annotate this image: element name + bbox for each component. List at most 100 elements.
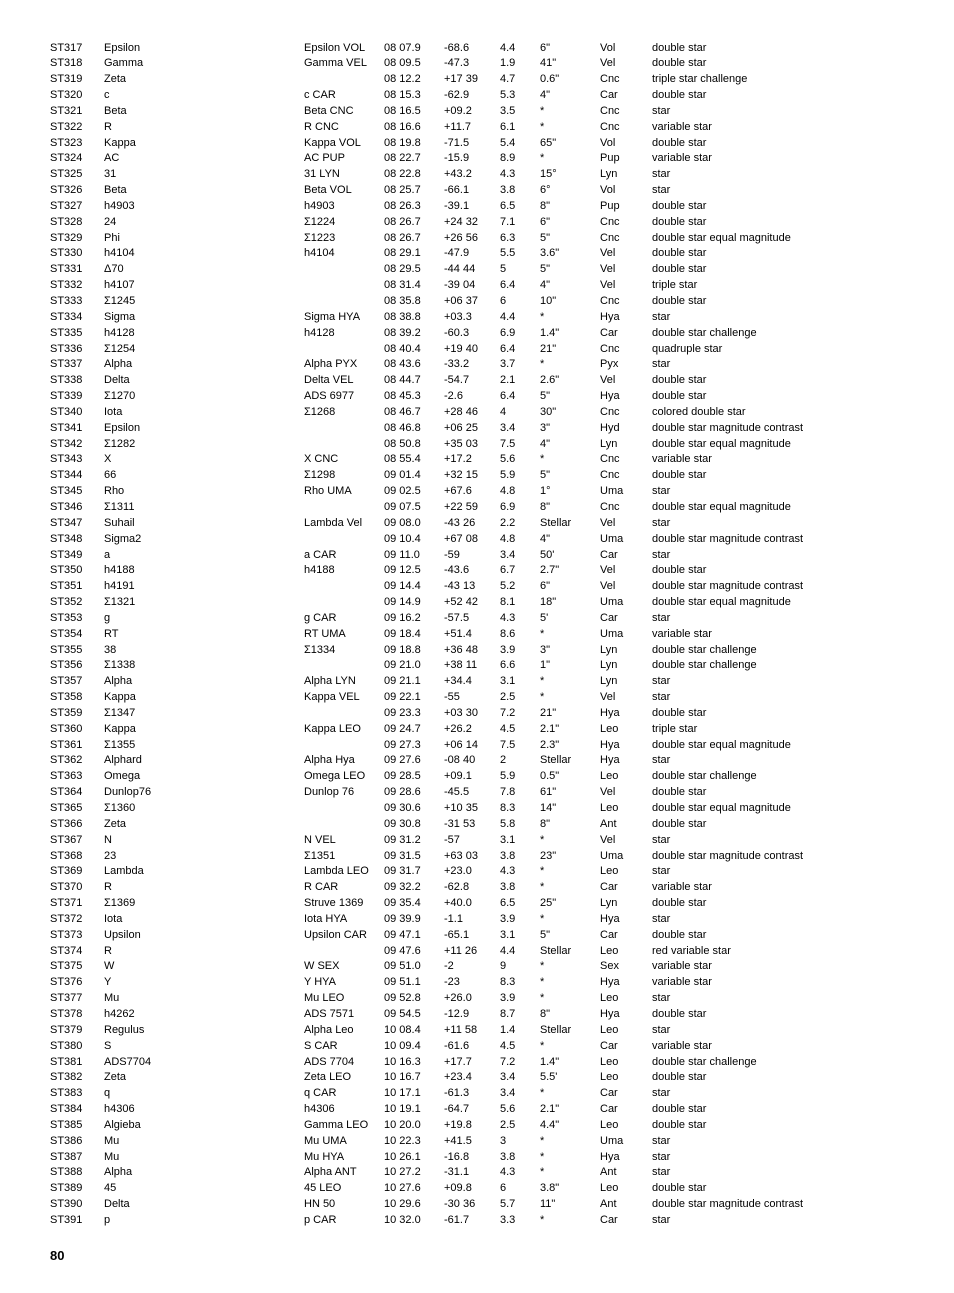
star-type: double star <box>652 389 904 405</box>
star-mag: 7.1 <box>500 214 540 230</box>
star-designation: Kappa LEO <box>304 721 384 737</box>
star-sep: 2.1" <box>540 721 600 737</box>
table-row: ST378 h4262 ADS 7571 09 54.5 -12.9 8.7 8… <box>50 1006 904 1022</box>
star-type: variable star <box>652 626 904 642</box>
star-ra: 10 17.1 <box>384 1086 444 1102</box>
star-designation: ADS 7704 <box>304 1054 384 1070</box>
star-name: Beta <box>104 103 304 119</box>
table-row: ST334 Sigma Sigma HYA 08 38.8 +03.3 4.4 … <box>50 309 904 325</box>
star-dec: -45.5 <box>444 785 500 801</box>
star-dec: -33.2 <box>444 357 500 373</box>
star-sep: 2.6" <box>540 373 600 389</box>
star-designation: h4104 <box>304 246 384 262</box>
star-id: ST382 <box>50 1070 104 1086</box>
table-row: ST344 66 Σ1298 09 01.4 +32 15 5.9 5" Cnc… <box>50 468 904 484</box>
star-id: ST319 <box>50 72 104 88</box>
star-sep: 4" <box>540 88 600 104</box>
table-row: ST324 AC AC PUP 08 22.7 -15.9 8.9 * Pup … <box>50 151 904 167</box>
star-sep: 3" <box>540 642 600 658</box>
star-name: Alpha <box>104 674 304 690</box>
star-const: Hya <box>600 975 652 991</box>
star-mag: 5.7 <box>500 1197 540 1213</box>
star-type: variable star <box>652 880 904 896</box>
star-type: double star challenge <box>652 658 904 674</box>
star-name: c <box>104 88 304 104</box>
star-dec: +19 40 <box>444 341 500 357</box>
table-row: ST369 Lambda Lambda LEO 09 31.7 +23.0 4.… <box>50 864 904 880</box>
star-sep: 1" <box>540 658 600 674</box>
star-mag: 3.8 <box>500 848 540 864</box>
star-sep: 65" <box>540 135 600 151</box>
star-ra: 09 16.2 <box>384 610 444 626</box>
star-type: star <box>652 547 904 563</box>
star-dec: +36 48 <box>444 642 500 658</box>
star-mag: 4.3 <box>500 864 540 880</box>
star-const: Leo <box>600 864 652 880</box>
star-ra: 09 47.6 <box>384 943 444 959</box>
star-designation: Mu UMA <box>304 1133 384 1149</box>
star-dec: +10 35 <box>444 801 500 817</box>
table-row: ST390 Delta HN 50 10 29.6 -30 36 5.7 11"… <box>50 1197 904 1213</box>
star-name: Zeta <box>104 1070 304 1086</box>
star-const: Vel <box>600 563 652 579</box>
star-designation: Zeta LEO <box>304 1070 384 1086</box>
star-mag: 4.3 <box>500 167 540 183</box>
star-name: Σ1360 <box>104 801 304 817</box>
star-id: ST351 <box>50 579 104 595</box>
table-row: ST363 Omega Omega LEO 09 28.5 +09.1 5.9 … <box>50 769 904 785</box>
star-mag: 5.2 <box>500 579 540 595</box>
table-row: ST345 Rho Rho UMA 09 02.5 +67.6 4.8 1° U… <box>50 484 904 500</box>
star-type: star <box>652 167 904 183</box>
star-mag: 4.5 <box>500 1038 540 1054</box>
star-const: Uma <box>600 848 652 864</box>
star-const: Cnc <box>600 499 652 515</box>
star-const: Cnc <box>600 119 652 135</box>
star-sep: 5" <box>540 230 600 246</box>
star-const: Vel <box>600 785 652 801</box>
star-dec: +06 14 <box>444 737 500 753</box>
table-row: ST382 Zeta Zeta LEO 10 16.7 +23.4 3.4 5.… <box>50 1070 904 1086</box>
star-dec: -16.8 <box>444 1149 500 1165</box>
star-ra: 09 35.4 <box>384 896 444 912</box>
star-id: ST366 <box>50 816 104 832</box>
star-name: W <box>104 959 304 975</box>
star-designation <box>304 816 384 832</box>
star-catalog-table: ST317 Epsilon Epsilon VOL 08 07.9 -68.6 … <box>50 40 904 1228</box>
star-ra: 08 22.7 <box>384 151 444 167</box>
star-mag: 4.3 <box>500 1165 540 1181</box>
star-id: ST384 <box>50 1102 104 1118</box>
star-id: ST356 <box>50 658 104 674</box>
star-dec: +40.0 <box>444 896 500 912</box>
table-row: ST323 Kappa Kappa VOL 08 19.8 -71.5 5.4 … <box>50 135 904 151</box>
table-row: ST343 X X CNC 08 55.4 +17.2 5.6 * Cnc va… <box>50 452 904 468</box>
star-sep: 8" <box>540 816 600 832</box>
star-type: double star <box>652 1102 904 1118</box>
star-id: ST322 <box>50 119 104 135</box>
star-type: double star <box>652 40 904 56</box>
star-type: double star <box>652 214 904 230</box>
table-row: ST359 Σ1347 09 23.3 +03 30 7.2 21" Hya d… <box>50 705 904 721</box>
star-const: Vel <box>600 373 652 389</box>
star-mag: 5.6 <box>500 1102 540 1118</box>
star-ra: 09 28.6 <box>384 785 444 801</box>
star-dec: +67 08 <box>444 531 500 547</box>
star-mag: 6.4 <box>500 278 540 294</box>
star-dec: -66.1 <box>444 183 500 199</box>
star-name: Σ1369 <box>104 896 304 912</box>
star-name: p <box>104 1212 304 1228</box>
star-id: ST342 <box>50 436 104 452</box>
star-mag: 8.1 <box>500 595 540 611</box>
star-id: ST360 <box>50 721 104 737</box>
star-mag: 2.5 <box>500 690 540 706</box>
star-name: Iota <box>104 404 304 420</box>
star-id: ST338 <box>50 373 104 389</box>
star-ra: 09 39.9 <box>384 911 444 927</box>
star-const: Cnc <box>600 72 652 88</box>
star-dec: +06 37 <box>444 294 500 310</box>
star-name: Delta <box>104 1197 304 1213</box>
star-dec: +23.0 <box>444 864 500 880</box>
star-name: Epsilon <box>104 40 304 56</box>
star-type: double star magnitude contrast <box>652 531 904 547</box>
star-designation: Sigma HYA <box>304 309 384 325</box>
star-ra: 09 30.6 <box>384 801 444 817</box>
